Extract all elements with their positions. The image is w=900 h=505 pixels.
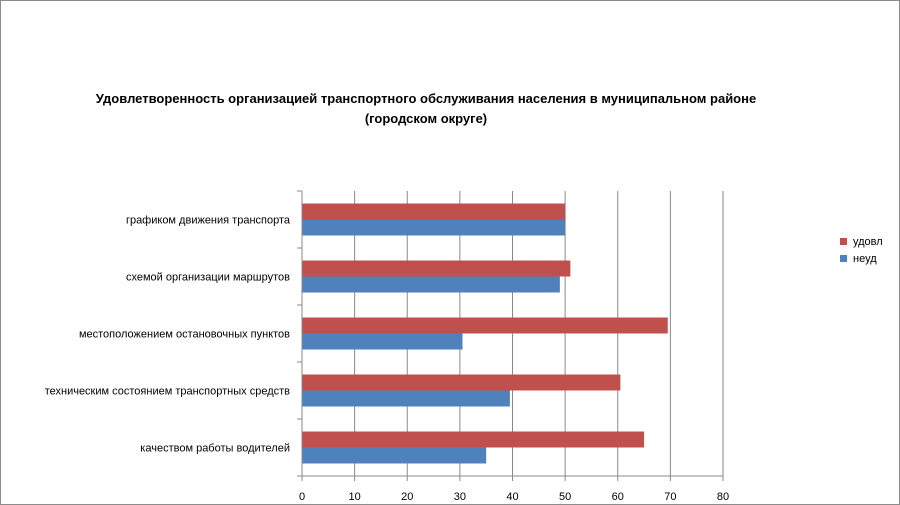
x-tick-label-1: 10	[349, 491, 361, 503]
bar-неуд-4	[302, 447, 487, 464]
x-tick-label-5: 50	[559, 491, 571, 503]
category-label-3: техническим состоянием транспортных сред…	[45, 386, 290, 398]
bar-удовл-3	[302, 374, 621, 391]
x-tick-label-8: 80	[717, 491, 729, 503]
legend-swatch-0	[840, 238, 847, 245]
x-tick-label-6: 60	[612, 491, 624, 503]
bar-неуд-2	[302, 333, 463, 350]
x-tick-label-4: 40	[506, 491, 518, 503]
bar-удовл-2	[302, 317, 668, 334]
legend-swatch-1	[840, 255, 847, 262]
bar-неуд-3	[302, 390, 510, 407]
category-label-0: графиком движения транспорта	[126, 215, 291, 227]
chart-title: Удовлетворенность организацией транспорт…	[95, 91, 757, 126]
category-label-4: качеством работы водителей	[140, 443, 290, 455]
legend-label-0: удовл	[853, 236, 883, 248]
x-tick-label-7: 70	[664, 491, 676, 503]
x-tick-label-2: 20	[401, 491, 413, 503]
bar-неуд-1	[302, 276, 560, 293]
category-label-2: местоположением остановочных пунктов	[79, 329, 290, 341]
bar-удовл-0	[302, 203, 566, 220]
bar-удовл-4	[302, 431, 645, 448]
x-tick-label-0: 0	[299, 491, 305, 503]
bar-удовл-1	[302, 260, 571, 277]
x-tick-label-3: 30	[454, 491, 466, 503]
legend-label-1: неуд	[853, 253, 877, 265]
category-label-1: схемой организации маршрутов	[126, 272, 290, 284]
bar-неуд-0	[302, 219, 566, 236]
